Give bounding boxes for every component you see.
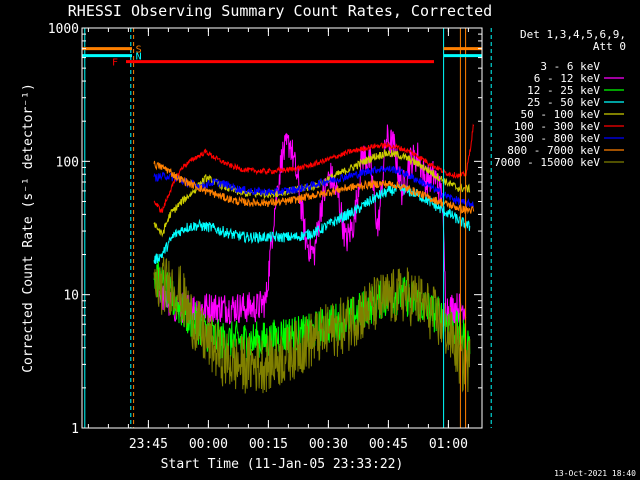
legend-label: 300 - 800 keV (514, 132, 600, 145)
series-line-0 (149, 128, 455, 429)
y-axis-label: Corrected Count Rate (s⁻¹ detector⁻¹) (21, 83, 36, 373)
plot-frame (81, 27, 483, 429)
x-tick-label: 00:30 (309, 437, 348, 452)
x-tick-label: 00:00 (189, 437, 228, 452)
series-line-8 (153, 256, 471, 394)
x-tick-label: 00:45 (369, 437, 408, 452)
flag-label: S (136, 45, 142, 56)
legend-label: 7000 - 15000 keV (494, 156, 600, 169)
legend-label: 800 - 7000 keV (507, 144, 600, 157)
y-tick-label: 100 (56, 155, 79, 170)
y-tick-label: 10 (63, 289, 79, 304)
detectors-label: Att 0 (593, 40, 626, 53)
timestamp: 13-Oct-2021 18:40 (554, 469, 636, 478)
y-tick-label: 1000 (48, 22, 79, 37)
series-line-1 (157, 124, 467, 325)
x-tick-label: 00:15 (249, 437, 288, 452)
series-line-5 (153, 123, 475, 213)
detectors-label: Det 1,3,4,5,6,9, (520, 28, 626, 41)
annotations-layer: SN F (82, 28, 492, 428)
series-line-6 (153, 165, 475, 208)
legend-label: 12 - 25 keV (527, 84, 600, 97)
series-layer (149, 123, 475, 429)
flare-label: F (112, 58, 118, 69)
legend-label: 6 - 12 keV (534, 72, 601, 85)
chart-title: RHESSI Observing Summary Count Rates, Co… (68, 2, 492, 20)
x-axis-label: Start Time (11-Jan-05 23:33:22) (161, 457, 404, 472)
y-tick-label: 1 (71, 422, 79, 437)
axes-layer: 1 10 100 1000 23:45 00:00 00:15 00:30 00:45 01:00 (48, 22, 482, 452)
legend-label: 50 - 100 keV (521, 108, 601, 121)
legend-label: 100 - 300 keV (514, 120, 600, 133)
legend-label: 3 - 6 keV (540, 60, 600, 73)
series-line-4 (153, 149, 471, 238)
legend-label: 25 - 50 keV (527, 96, 600, 109)
x-tick-label: 01:00 (429, 437, 468, 452)
x-tick-label: 23:45 (129, 437, 168, 452)
flag-label: N (136, 52, 142, 63)
series-line-7 (153, 160, 475, 215)
series-line-3 (153, 183, 471, 265)
